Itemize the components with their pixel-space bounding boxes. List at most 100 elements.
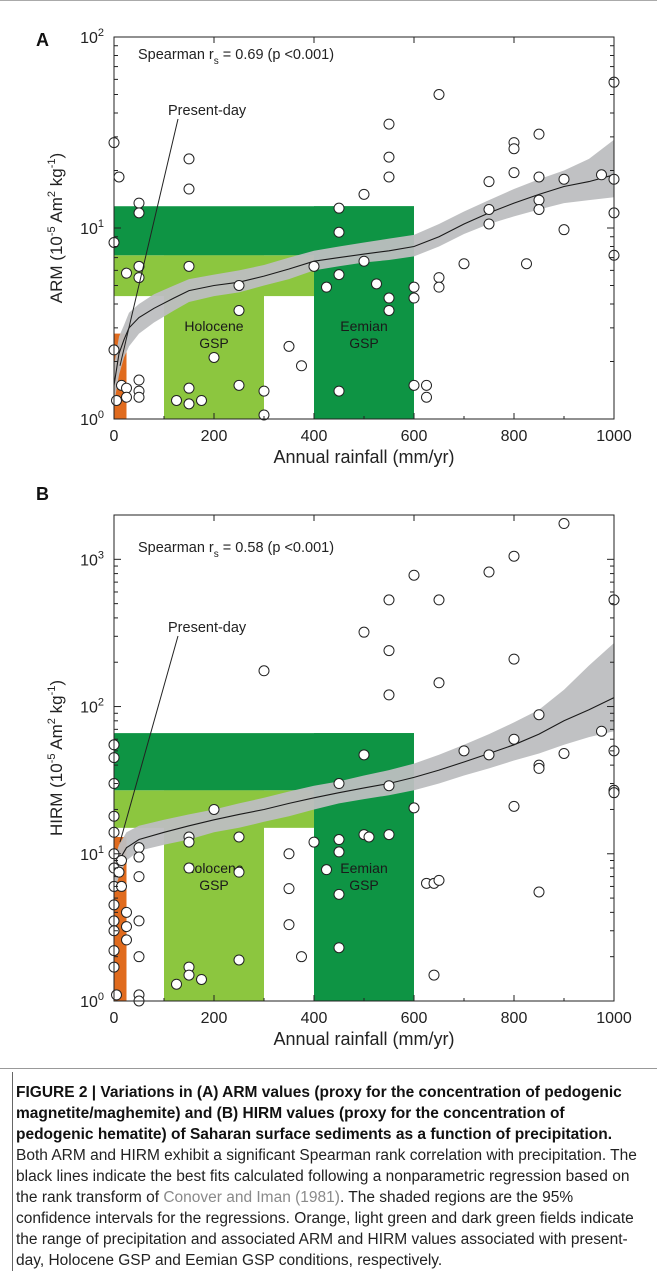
data-point (183, 153, 195, 165)
data-point (558, 224, 570, 236)
data-point (333, 834, 345, 846)
data-point (433, 594, 445, 606)
data-point (508, 167, 520, 179)
data-point (283, 848, 295, 860)
data-point (121, 934, 132, 946)
data-point (483, 749, 495, 761)
region-label-holocene-gsp-2: GSP (199, 335, 229, 351)
region-label-eemian-gsp-2: GSP (349, 335, 379, 351)
data-point (333, 226, 345, 238)
data-point (371, 278, 382, 290)
panel-label: A (36, 30, 49, 50)
data-point (283, 340, 295, 352)
data-point (333, 888, 345, 900)
data-point (383, 151, 395, 163)
data-point (533, 709, 545, 721)
data-point (183, 862, 195, 874)
data-point (358, 749, 370, 761)
data-point (433, 874, 445, 886)
data-point (428, 969, 440, 981)
data-point (321, 864, 332, 876)
data-point (283, 883, 295, 895)
data-point (333, 778, 345, 790)
x-tick-label: 200 (201, 1010, 228, 1027)
data-point (183, 398, 195, 410)
data-point (358, 626, 370, 638)
data-point (483, 218, 495, 230)
data-point (133, 391, 145, 403)
data-point (483, 203, 495, 215)
x-tick-label: 800 (501, 428, 528, 445)
data-point (433, 677, 445, 689)
data-point (383, 594, 395, 606)
y-tick-label: 102 (80, 27, 104, 47)
data-point (383, 689, 395, 701)
region-label-holocene-gsp-2: GSP (199, 877, 229, 893)
data-point (183, 260, 195, 272)
data-point (558, 747, 570, 759)
x-tick-label: 400 (301, 428, 328, 445)
data-point (233, 304, 245, 316)
y-tick-label: 100 (80, 991, 104, 1011)
data-point (521, 258, 532, 270)
spearman-stat: Spearman rs = 0.58 (p <0.001) (138, 540, 334, 560)
data-point (421, 391, 432, 403)
data-point (408, 281, 420, 293)
data-point (508, 143, 520, 155)
data-point (333, 385, 345, 397)
data-point (408, 379, 420, 391)
data-point (358, 255, 370, 267)
data-point (308, 260, 320, 272)
present-day-annotation: Present-day (168, 103, 247, 119)
data-point (121, 906, 132, 918)
caption-reference-link[interactable]: Conover and Iman (1981) (163, 1189, 340, 1206)
y-tick-label: 100 (80, 409, 104, 429)
y-tick-label: 101 (80, 218, 104, 238)
data-point (183, 382, 195, 394)
data-point (433, 281, 445, 293)
region-label-eemian-gsp: Eemian (340, 860, 387, 876)
caption-text-1: Both ARM and HIRM exhibit a significant … (16, 1147, 637, 1206)
data-point (133, 951, 145, 963)
data-point (508, 800, 520, 812)
data-point (208, 351, 220, 363)
figure-caption: FIGURE 2 | Variations in (A) ARM values … (16, 1082, 646, 1271)
data-point (258, 385, 270, 397)
data-point (321, 281, 332, 293)
data-point (133, 851, 145, 863)
data-point (333, 269, 345, 281)
data-point (433, 272, 445, 284)
y-tick-label: 101 (80, 844, 104, 864)
data-point (408, 569, 420, 581)
data-point (458, 258, 470, 270)
data-point (233, 831, 245, 843)
y-tick-label: 103 (80, 549, 104, 569)
data-point (196, 394, 207, 406)
data-point (283, 919, 295, 931)
y-tick-label: 102 (80, 697, 104, 717)
y-axis-label: ARM (10-5 Am2 kg-1) (46, 153, 66, 303)
data-point (408, 292, 420, 304)
data-point (383, 292, 395, 304)
data-point (233, 279, 245, 291)
data-point (133, 871, 145, 883)
x-tick-label: 200 (201, 428, 228, 445)
data-point (421, 379, 432, 391)
data-point (383, 171, 395, 183)
data-point (333, 846, 345, 858)
x-axis-label: Annual rainfall (mm/yr) (273, 1029, 454, 1049)
data-point (121, 267, 132, 279)
x-tick-label: 600 (401, 1010, 428, 1027)
caption-text-2: . The shaded regions are the 95% confide… (16, 1189, 634, 1269)
data-point (508, 550, 520, 562)
data-point (533, 171, 545, 183)
data-point (383, 780, 395, 792)
data-point (258, 409, 270, 421)
data-point (533, 203, 545, 215)
data-point (171, 394, 182, 406)
data-point (258, 665, 270, 677)
data-point (408, 802, 420, 814)
top-rule (0, 0, 657, 1)
